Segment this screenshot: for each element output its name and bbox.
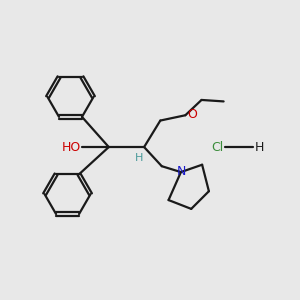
Text: Cl: Cl bbox=[212, 141, 224, 154]
Text: N: N bbox=[177, 165, 186, 178]
Text: H: H bbox=[135, 153, 143, 163]
Text: HO: HO bbox=[61, 141, 81, 154]
Text: O: O bbox=[188, 108, 197, 121]
Text: H: H bbox=[254, 141, 264, 154]
